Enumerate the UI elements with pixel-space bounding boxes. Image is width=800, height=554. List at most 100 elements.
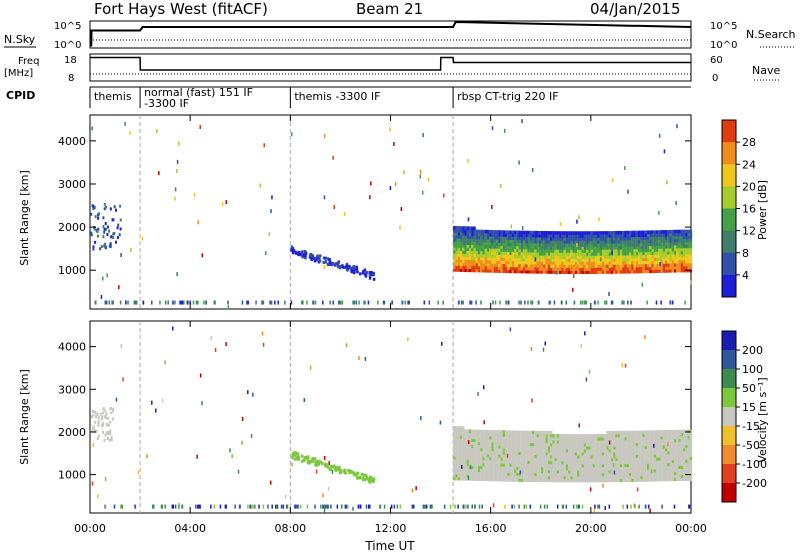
echo-cell xyxy=(522,442,526,447)
echo-cell xyxy=(360,472,364,476)
echo-cell xyxy=(687,253,690,258)
echo-cell xyxy=(588,463,591,468)
echo-cell xyxy=(637,436,641,441)
clutter-cell xyxy=(369,504,371,509)
echo-cell xyxy=(606,478,609,483)
echo-cell xyxy=(489,251,492,255)
echo-cell xyxy=(662,248,666,252)
echo-cell xyxy=(655,236,659,240)
echo-cell xyxy=(475,250,479,255)
echo-cell xyxy=(370,270,373,274)
echo-cell xyxy=(644,463,648,467)
echo-cell xyxy=(624,239,627,244)
echo-cell xyxy=(568,249,571,253)
echo-cell xyxy=(626,233,630,238)
clutter-cell xyxy=(297,504,299,509)
echo-cell xyxy=(457,432,461,436)
echo-cell xyxy=(588,243,591,247)
echo-cell xyxy=(563,437,566,441)
echo-cell xyxy=(662,459,666,464)
echo-cell xyxy=(579,243,582,247)
echo-cell xyxy=(547,469,551,474)
echo-cell xyxy=(599,457,602,462)
echo-cell xyxy=(495,445,499,449)
echo-cell xyxy=(482,432,485,437)
echo-cell xyxy=(687,229,690,234)
echo-cell xyxy=(637,454,641,458)
echo-cell xyxy=(642,466,645,470)
clutter-cell xyxy=(457,504,459,509)
clutter-cell xyxy=(531,300,534,305)
echo-cell xyxy=(520,445,524,450)
echo-cell xyxy=(489,235,492,240)
echo-cell xyxy=(689,444,693,449)
echo-cell xyxy=(466,256,470,261)
echo-cell xyxy=(545,451,548,456)
clutter-cell xyxy=(520,300,522,305)
echo-cell xyxy=(552,249,555,253)
echo-cell xyxy=(617,475,621,480)
echo-cell xyxy=(90,233,93,237)
echo-cell xyxy=(635,469,639,473)
echo-cell xyxy=(640,439,643,443)
echo-cell xyxy=(649,448,652,452)
nave-tick-bottom: 0 xyxy=(712,73,718,84)
echo-cell xyxy=(522,245,526,250)
echo-cell xyxy=(671,269,675,273)
echo-cell xyxy=(579,237,582,241)
echo-cell xyxy=(536,451,539,456)
echo-cell xyxy=(617,445,621,450)
clutter-cell xyxy=(429,504,431,509)
echo-cell xyxy=(646,454,650,458)
echo-cell xyxy=(651,466,654,470)
echo-cell xyxy=(455,470,458,475)
echo-cell xyxy=(622,433,625,438)
echo-cell xyxy=(475,253,479,258)
echo-cell xyxy=(673,432,677,437)
echo-cell xyxy=(484,247,488,252)
echo-cell xyxy=(471,477,474,481)
speckle-cell xyxy=(229,448,231,453)
echo-cell xyxy=(468,462,472,466)
echo-cell xyxy=(554,469,557,474)
echo-cell xyxy=(561,264,564,268)
echo-cell xyxy=(498,460,501,464)
cpid-segment-label-2: -3300 IF xyxy=(144,97,189,110)
echo-cell xyxy=(466,262,470,267)
echo-cell xyxy=(622,466,625,471)
clutter-cell xyxy=(630,300,632,305)
echo-cell xyxy=(671,263,675,267)
echo-cell xyxy=(462,444,465,448)
echo-cell xyxy=(646,269,650,274)
echo-cell xyxy=(511,433,515,437)
echo-cell xyxy=(520,248,524,253)
speckle-cell xyxy=(176,169,178,174)
speckle-cell xyxy=(370,181,372,186)
echo-cell xyxy=(547,445,551,450)
echo-cell xyxy=(343,471,347,475)
echo-cell xyxy=(511,263,515,268)
echo-cell xyxy=(552,478,555,483)
echo-cell xyxy=(484,429,488,434)
echo-cell xyxy=(552,460,555,465)
echo-cell xyxy=(480,259,483,264)
echo-cell xyxy=(296,455,300,459)
echo-cell xyxy=(536,430,539,435)
echo-cell xyxy=(586,472,589,477)
echo-cell xyxy=(477,241,481,246)
echo-cell xyxy=(486,453,490,458)
echo-cell xyxy=(592,466,596,471)
echo-cell xyxy=(480,432,483,437)
echo-cell xyxy=(507,239,510,243)
echo-cell xyxy=(525,266,528,271)
echo-cell xyxy=(642,266,645,271)
echo-cell xyxy=(502,472,506,476)
echo-cell xyxy=(522,254,526,259)
echo-cell xyxy=(473,256,476,261)
ytick-label: 1000 xyxy=(58,469,86,482)
echo-cell xyxy=(534,439,537,444)
echo-cell xyxy=(462,459,465,463)
echo-cell xyxy=(459,474,463,478)
echo-cell xyxy=(678,447,681,452)
echo-cell xyxy=(653,248,657,252)
